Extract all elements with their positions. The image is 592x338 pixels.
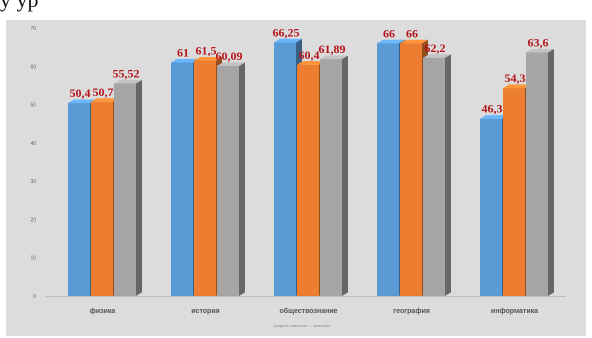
data-label: 50,4 (70, 86, 91, 100)
data-label: 63,6 (528, 36, 549, 50)
x-tick-label: география (393, 308, 430, 315)
x-tick-label: история (191, 308, 219, 315)
bar-top-face (320, 55, 348, 60)
data-label: 61 (177, 45, 189, 59)
bar (194, 60, 216, 296)
chart-panel: 0 10 20 30 40 50 60 70 50,4 50,7 55,52 61 61,5 60,09 6… (6, 20, 586, 336)
bar-side-face (136, 79, 142, 297)
page-header-fragment: у ур (0, 0, 592, 12)
bar-chart: 0 10 20 30 40 50 60 70 50,4 50,7 55,52 61 61,5 60,09 6… (30, 25, 566, 328)
bar-top-face (400, 39, 428, 44)
y-tick-label: 40 (30, 141, 36, 147)
bar (274, 42, 296, 296)
bar (297, 64, 319, 296)
y-tick-label: 10 (30, 256, 36, 262)
data-label: 55,52 (113, 66, 140, 80)
bar (68, 103, 90, 296)
bar (377, 43, 399, 296)
bar-top-face (503, 84, 531, 89)
bar-top-face (171, 58, 199, 63)
bar-side-face (342, 55, 348, 297)
data-label: 60,4 (299, 48, 320, 62)
bar-top-face (297, 61, 325, 65)
data-label: 61,89 (319, 42, 346, 56)
bar (503, 88, 525, 296)
data-label: 62,2 (425, 41, 446, 55)
y-tick-label: 50 (30, 103, 36, 109)
data-label: 61,5 (196, 44, 217, 58)
x-tick-label: физика (90, 308, 116, 315)
bar-top-face (68, 99, 96, 104)
bar (320, 59, 342, 296)
legend-text: среднее значение — значение (274, 323, 332, 328)
y-tick-label: 0 (33, 294, 36, 300)
bar (480, 118, 502, 296)
bar-top-face (480, 115, 508, 119)
y-tick-label: 20 (30, 217, 36, 223)
bar-top-face (194, 56, 222, 61)
bar (217, 65, 239, 296)
x-tick-label: обществознание (279, 307, 337, 315)
y-tick-label: 70 (30, 26, 36, 32)
data-label: 66 (383, 26, 395, 40)
data-label: 66,25 (273, 25, 300, 39)
bar-top-face (423, 54, 451, 58)
bar-top-face (217, 62, 245, 66)
x-tick-label: информатика (491, 308, 538, 315)
data-label: 46,3 (482, 102, 503, 116)
bar-top-face (274, 38, 302, 43)
bar (526, 52, 548, 297)
y-tick-label: 60 (30, 64, 36, 70)
bar-top-face (114, 79, 142, 84)
bar (400, 43, 422, 296)
data-label: 50,7 (93, 85, 114, 99)
bar-side-face (548, 48, 554, 296)
bar-side-face (445, 54, 451, 297)
bar-top-face (526, 48, 554, 53)
bar (423, 57, 445, 297)
data-label: 66 (406, 26, 418, 40)
bar-top-face (91, 98, 119, 102)
bar-side-face (239, 62, 245, 297)
bar-top-face (377, 39, 405, 44)
bar (171, 62, 193, 297)
bar (91, 101, 113, 297)
data-label: 60,09 (216, 49, 243, 63)
data-label: 54,3 (505, 71, 526, 85)
y-tick-label: 30 (30, 179, 36, 185)
bar (114, 83, 136, 296)
